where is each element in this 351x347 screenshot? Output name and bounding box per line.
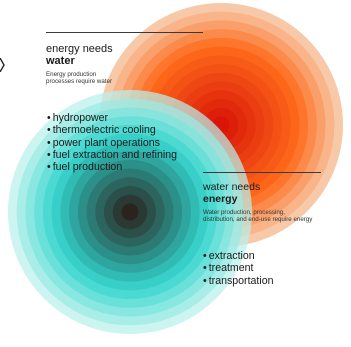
top-heading-bold: water bbox=[46, 55, 75, 67]
ring bbox=[121, 203, 139, 221]
list-item: treatment bbox=[203, 262, 274, 274]
bottom-heading-bold: energy bbox=[203, 193, 238, 205]
energy-needs-water-list: hydropower thermoelectric cooling power … bbox=[47, 112, 177, 173]
bottom-heading: water needs energy bbox=[203, 181, 260, 205]
bottom-subtext: Water production, processing, distributi… bbox=[203, 209, 313, 224]
top-heading: energy needs water bbox=[46, 43, 113, 67]
list-item: transportation bbox=[203, 275, 274, 287]
water-needs-energy-list: extraction treatment transportation bbox=[203, 250, 274, 287]
list-item: hydropower bbox=[47, 112, 177, 124]
edge-mark-icon bbox=[0, 58, 5, 72]
top-heading-light: energy needs bbox=[46, 43, 113, 55]
list-item: power plant operations bbox=[47, 137, 177, 149]
top-subtext: Energy production processes require wate… bbox=[46, 71, 113, 86]
top-divider bbox=[46, 32, 203, 33]
list-item: fuel extraction and refining bbox=[47, 149, 177, 161]
list-item: extraction bbox=[203, 250, 274, 262]
list-item: thermoelectric cooling bbox=[47, 124, 177, 136]
bottom-divider bbox=[203, 172, 321, 173]
list-item: fuel production bbox=[47, 161, 177, 173]
bottom-heading-light: water needs bbox=[203, 181, 261, 193]
